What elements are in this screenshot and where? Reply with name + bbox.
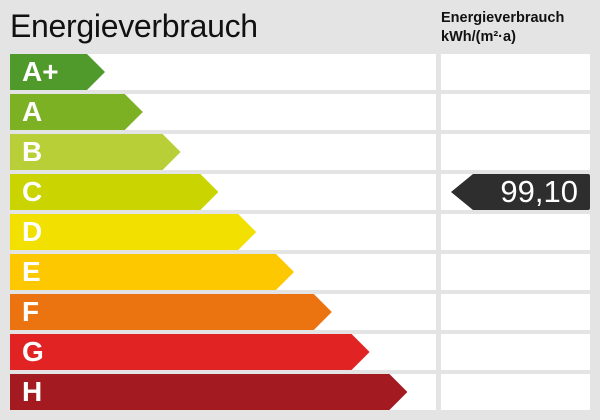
class-label: H (22, 376, 43, 407)
column-header-unit: kWh/(m²·a) (441, 29, 516, 45)
class-arrow-c: C (10, 174, 218, 210)
class-arrow-a: A (10, 94, 143, 130)
value-cell (441, 54, 590, 90)
column-header-title: Energieverbrauch (441, 10, 565, 26)
class-arrow-b: B (10, 134, 181, 170)
value-cell (441, 334, 590, 370)
class-label: F (22, 296, 40, 327)
value-cell (441, 94, 590, 130)
class-label: A (22, 96, 43, 127)
value-cell (441, 294, 590, 330)
class-label: B (22, 136, 43, 167)
class-arrow-f: F (10, 294, 332, 330)
value-cell (441, 134, 590, 170)
value-cell (441, 254, 590, 290)
column-header: Energieverbrauch kWh/(m²·a) (441, 9, 564, 47)
value-cell (441, 214, 590, 250)
page-title: Energieverbrauch (10, 8, 258, 44)
class-arrow-a-plus: A+ (10, 54, 105, 90)
class-arrow-g: G (10, 334, 370, 370)
class-label: G (22, 336, 44, 367)
class-label: D (22, 216, 43, 247)
value-cell (441, 374, 590, 410)
class-label: E (22, 256, 41, 287)
value-text: 99,10 (500, 174, 578, 209)
class-label: A+ (22, 56, 59, 87)
class-label: C (22, 176, 43, 207)
class-arrow-h: H (10, 374, 407, 410)
value-marker: 99,10 (451, 174, 590, 210)
class-arrow-d: D (10, 214, 256, 250)
class-arrow-e: E (10, 254, 294, 290)
